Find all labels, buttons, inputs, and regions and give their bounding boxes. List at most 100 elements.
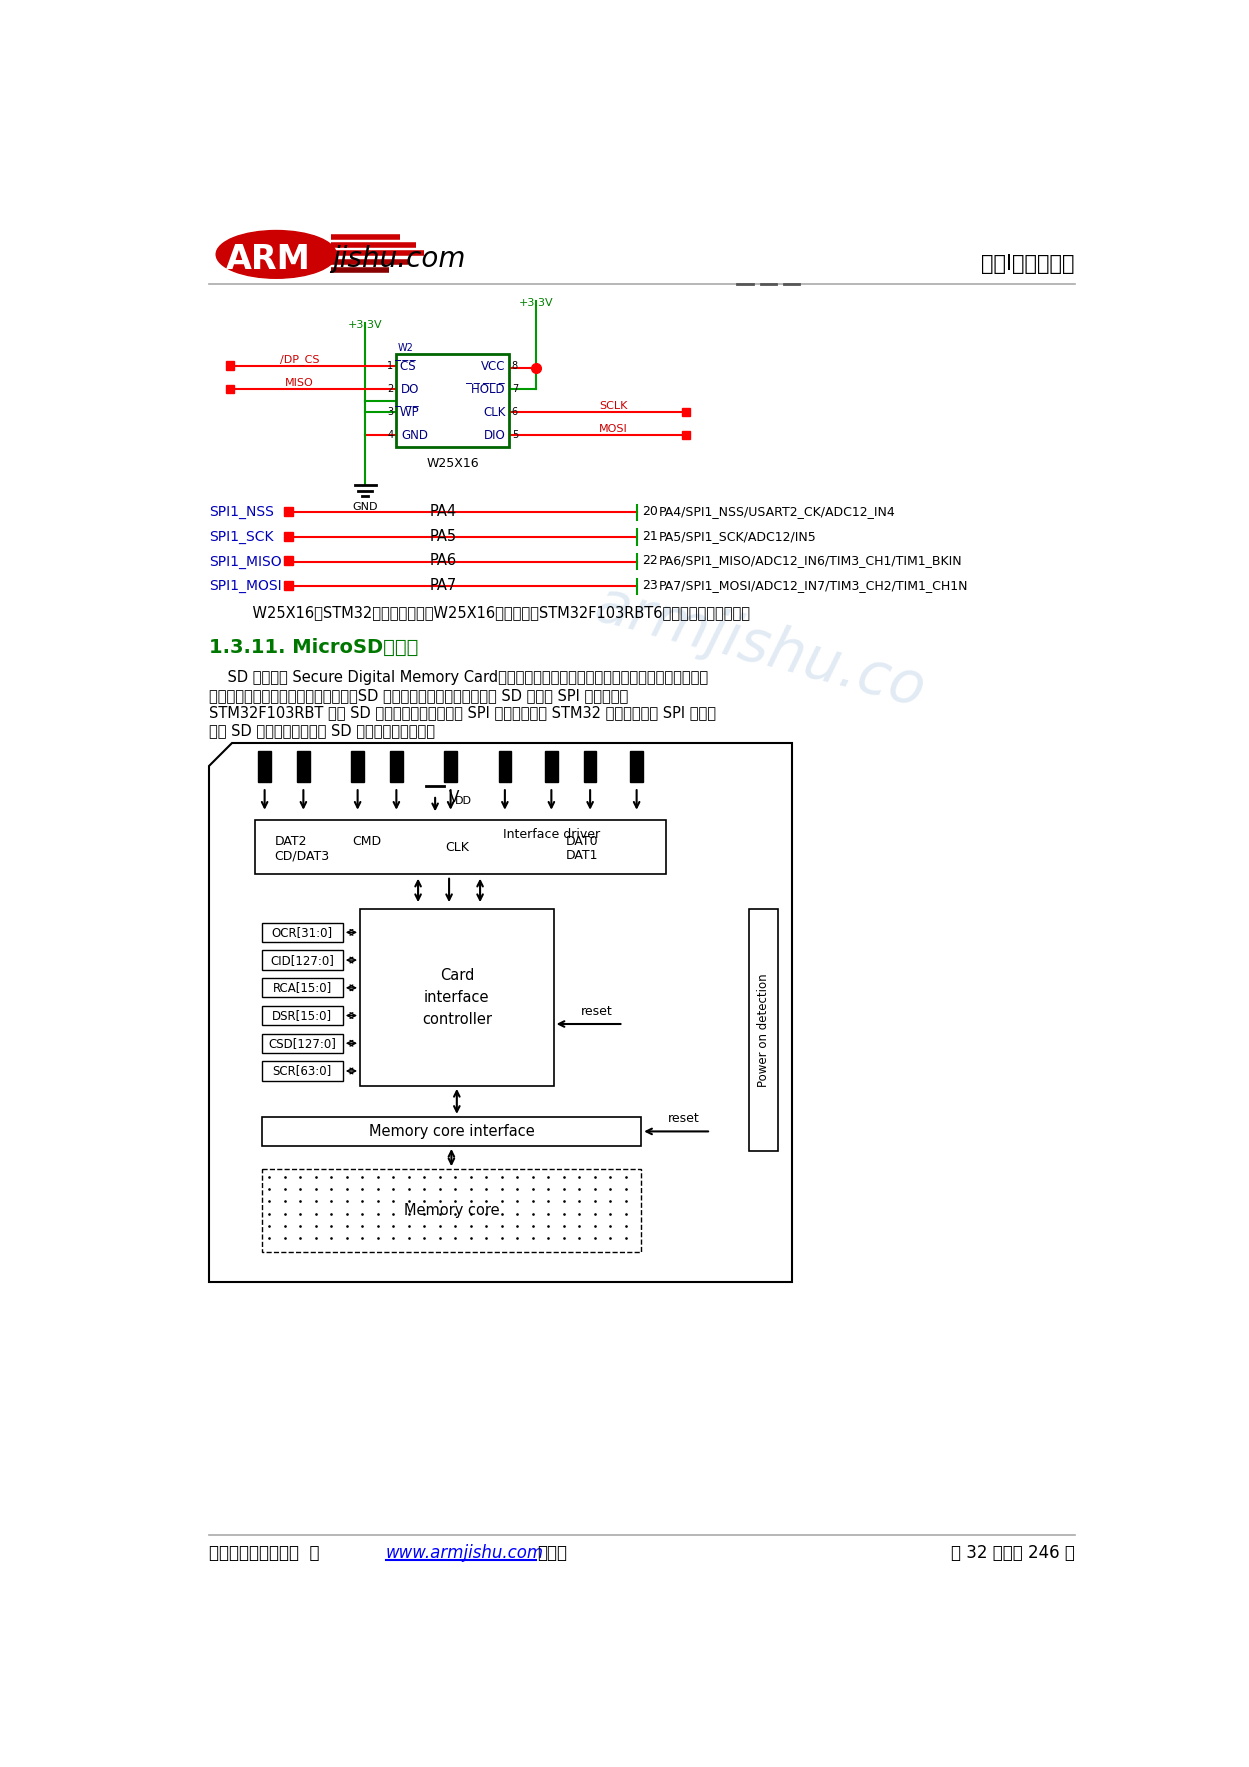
Bar	[360, 908, 553, 1087]
Text: PA6/SPI1_MISO/ADC12_IN6/TIM3_CH1/TIM1_BKIN: PA6/SPI1_MISO/ADC12_IN6/TIM3_CH1/TIM1_BK…	[658, 555, 962, 567]
Text: 20: 20	[642, 505, 658, 518]
Text: PA5: PA5	[430, 528, 456, 544]
Text: Card
interface
controller: Card interface controller	[422, 968, 492, 1027]
Text: jishu.com: jishu.com	[332, 246, 466, 274]
Text: W25X16与STM32的连接，板上的W25X16是直接连在STM32F103RBT6上，连接关系如上图。: W25X16与STM32的连接，板上的W25X16是直接连在STM32F103R…	[234, 604, 749, 620]
Text: 读写 SD 卡呢？请先看一下 SD 卡内部结构及引脚：: 读写 SD 卡呢？请先看一下 SD 卡内部结构及引脚：	[209, 723, 435, 739]
Text: 1.3.11. MicroSD卡接口: 1.3.11. MicroSD卡接口	[209, 638, 418, 657]
Text: DAT0: DAT0	[566, 836, 598, 848]
Text: DD: DD	[456, 797, 472, 806]
Text: Memory core interface: Memory core interface	[368, 1124, 535, 1140]
Text: 1: 1	[387, 360, 393, 371]
Bar	[498, 751, 511, 781]
Text: SPI1_MOSI: SPI1_MOSI	[209, 580, 281, 594]
Text: CLK: CLK	[445, 841, 468, 853]
Text: SPI1_MISO: SPI1_MISO	[209, 555, 281, 569]
Bar	[390, 751, 402, 781]
Text: MISO: MISO	[285, 378, 313, 387]
Text: PA4: PA4	[430, 504, 456, 519]
Text: MOSI: MOSI	[600, 424, 628, 435]
Text: RCA[15:0]: RCA[15:0]	[272, 981, 332, 995]
Text: OCR[31:0]: OCR[31:0]	[271, 926, 332, 938]
Text: V: V	[450, 790, 460, 804]
Text: 23: 23	[642, 580, 658, 592]
Text: reset: reset	[581, 1005, 612, 1018]
Bar	[261, 1005, 343, 1025]
Bar	[261, 1062, 343, 1081]
Text: DIO: DIO	[483, 429, 506, 442]
Text: GND: GND	[401, 429, 428, 442]
Bar	[261, 979, 343, 997]
Bar	[284, 581, 294, 590]
Text: 嵌入式专业技术论坛  （: 嵌入式专业技术论坛 （	[209, 1544, 320, 1562]
Text: W25X16: W25X16	[426, 458, 478, 470]
Bar	[259, 751, 271, 781]
Bar	[396, 355, 508, 447]
Text: PA7: PA7	[430, 578, 456, 594]
Text: 面的需求而设计的一种新型存储器件，SD 卡允许在两种模式下工作，即 SD 模式和 SPI 模式。因为: 面的需求而设计的一种新型存储器件，SD 卡允许在两种模式下工作，即 SD 模式和…	[209, 687, 628, 703]
Text: armjishu.co: armjishu.co	[590, 576, 932, 719]
Text: CLK: CLK	[483, 406, 506, 419]
Text: PA5/SPI1_SCK/ADC12/IN5: PA5/SPI1_SCK/ADC12/IN5	[658, 530, 816, 542]
Text: reset: reset	[668, 1111, 699, 1126]
Text: 8: 8	[512, 360, 518, 371]
Bar	[261, 1034, 343, 1053]
Text: 2: 2	[387, 383, 393, 394]
Bar	[351, 751, 363, 781]
Text: 22: 22	[642, 555, 658, 567]
Text: SPI1_SCK: SPI1_SCK	[209, 530, 274, 544]
Text: +3.3V: +3.3V	[518, 299, 553, 307]
Text: SPI1_NSS: SPI1_NSS	[209, 505, 274, 519]
Text: SD 卡（又称 Secure Digital Memory Card）是一种为满足安全性，容量，性能和使用环境等各方: SD 卡（又称 Secure Digital Memory Card）是一种为满…	[209, 670, 708, 686]
Text: CD/DAT3: CD/DAT3	[275, 850, 330, 862]
Text: VCC: VCC	[481, 359, 506, 373]
Text: CSD[127:0]: CSD[127:0]	[269, 1037, 336, 1050]
Text: Power on detection: Power on detection	[757, 974, 771, 1087]
Text: ̅H̅O̅L̅D̅: ̅H̅O̅L̅D̅	[472, 383, 506, 396]
Text: DAT2: DAT2	[275, 836, 307, 848]
Text: DAT1: DAT1	[566, 850, 598, 862]
Text: 4: 4	[387, 431, 393, 440]
Text: ARM: ARM	[226, 242, 311, 276]
Ellipse shape	[216, 230, 336, 277]
Text: 21: 21	[642, 530, 658, 542]
Bar	[682, 408, 691, 415]
Bar	[261, 951, 343, 970]
Text: 7: 7	[512, 383, 518, 394]
Text: CMD: CMD	[352, 836, 381, 848]
Text: PA6: PA6	[430, 553, 456, 569]
Text: 神舟Ⅰ号用户手册: 神舟Ⅰ号用户手册	[980, 254, 1074, 274]
Text: CID[127:0]: CID[127:0]	[270, 954, 335, 967]
Bar	[226, 362, 235, 369]
Bar	[284, 557, 294, 565]
Text: 3: 3	[387, 406, 393, 417]
Text: STM32F103RBT 不带 SD 模式，所以只能工作在 SPI 模式下，那么 STM32 处理器如何在 SPI 模式下: STM32F103RBT 不带 SD 模式，所以只能工作在 SPI 模式下，那么…	[209, 705, 716, 721]
Bar	[682, 431, 691, 440]
Bar	[749, 908, 778, 1152]
Text: Memory core: Memory core	[403, 1203, 500, 1217]
Text: Interface driver: Interface driver	[503, 827, 601, 841]
Text: SCLK: SCLK	[600, 401, 627, 410]
Text: DSR[15:0]: DSR[15:0]	[272, 1009, 332, 1021]
Text: ̅W̅P̅: ̅W̅P̅	[401, 406, 420, 419]
Polygon shape	[209, 744, 792, 1283]
Text: W2: W2	[398, 343, 413, 353]
Bar	[545, 751, 557, 781]
Bar	[631, 751, 643, 781]
Bar	[261, 1170, 641, 1251]
Bar	[261, 922, 343, 942]
Bar	[284, 532, 294, 541]
Text: 6: 6	[512, 406, 518, 417]
Bar	[255, 820, 666, 875]
Text: ）出品: ）出品	[537, 1544, 567, 1562]
Bar	[445, 751, 457, 781]
Text: PA7/SPI1_MOSI/ADC12_IN7/TIM3_CH2/TIM1_CH1N: PA7/SPI1_MOSI/ADC12_IN7/TIM3_CH2/TIM1_CH…	[658, 580, 968, 592]
Text: www.armjishu.com: www.armjishu.com	[386, 1544, 543, 1562]
Bar	[585, 751, 596, 781]
Text: +3.3V: +3.3V	[348, 320, 382, 330]
Text: /DP_CS: /DP_CS	[280, 353, 320, 364]
Text: ̅C̅S̅: ̅C̅S̅	[401, 359, 417, 373]
Text: DO: DO	[401, 383, 420, 396]
Text: GND: GND	[352, 502, 378, 512]
Bar	[226, 385, 235, 392]
